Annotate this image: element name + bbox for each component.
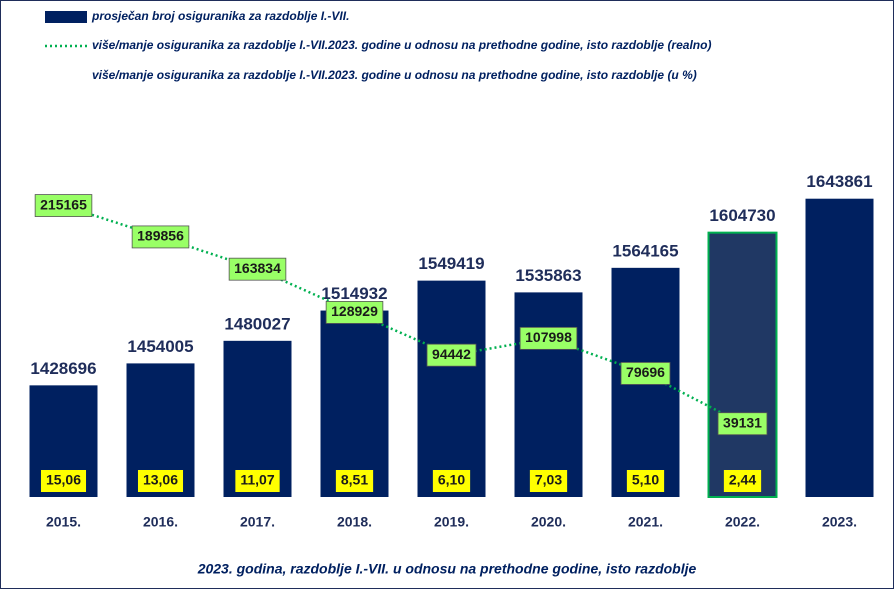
- line-value-label: 189856: [137, 228, 184, 244]
- chart-title: 2023. godina, razdoblje I.-VII. u odnosu…: [197, 561, 697, 577]
- legend-marker: [45, 11, 87, 23]
- x-tick-label: 2016.: [143, 514, 178, 530]
- percent-label-box: [137, 470, 184, 492]
- percent-label: 7,03: [535, 472, 562, 488]
- bar-value-label: 1428696: [30, 359, 96, 378]
- bar-value-label: 1454005: [127, 337, 193, 356]
- percent-label-box: [626, 470, 665, 492]
- x-tick-label: 2020.: [531, 514, 566, 530]
- line-value-label: 215165: [40, 196, 87, 212]
- bar-value-label: 1480027: [224, 314, 290, 333]
- line-value-label-box: [620, 362, 671, 385]
- percent-label: 8,51: [341, 472, 368, 488]
- bar-value-label: 1643861: [806, 172, 872, 191]
- x-tick-label: 2017.: [240, 514, 275, 530]
- line-value-label: 39131: [723, 414, 762, 430]
- x-tick-label: 2019.: [434, 514, 469, 530]
- bar-value-label: 1564165: [612, 241, 678, 260]
- x-tick-label: 2018.: [337, 514, 372, 530]
- line-value-label: 163834: [234, 260, 281, 276]
- percent-label: 5,10: [632, 472, 659, 488]
- percent-label: 6,10: [438, 472, 465, 488]
- percent-label-box: [432, 470, 471, 492]
- line-value-label: 128929: [331, 303, 378, 319]
- percent-label-box: [235, 470, 280, 492]
- x-tick-label: 2023.: [822, 514, 857, 530]
- line-value-label-box: [34, 194, 93, 217]
- bar: [417, 280, 486, 497]
- line-value-label: 107998: [525, 329, 572, 345]
- bar-value-label: 1514932: [321, 284, 387, 303]
- line-value-label-box: [717, 412, 768, 436]
- percent-label: 11,07: [240, 472, 274, 488]
- line-value-label: 94442: [432, 346, 471, 362]
- line-value-label: 79696: [626, 364, 665, 380]
- legend-label: prosječan broj osiguranika za razdoblje …: [91, 9, 349, 23]
- bar: [514, 292, 583, 497]
- legend-label: više/manje osiguranika za razdoblje I.-V…: [92, 38, 711, 52]
- percent-label-box: [723, 470, 762, 492]
- x-tick-label: 2015.: [46, 514, 81, 530]
- x-tick-label: 2022.: [725, 514, 760, 530]
- bar-value-label: 1549419: [418, 254, 484, 273]
- percent-label: 15,06: [46, 472, 81, 488]
- bar-value-label: 1604730: [709, 206, 775, 225]
- line-value-label-box: [325, 301, 384, 324]
- percent-label-box: [335, 470, 374, 492]
- bar: [805, 198, 874, 498]
- percent-label: 2,44: [729, 472, 756, 488]
- line-value-label-box: [426, 343, 477, 367]
- bar-value-label: 1535863: [515, 266, 581, 285]
- bar: [707, 231, 778, 498]
- x-tick-label: 2021.: [628, 514, 663, 530]
- percent-label: 13,06: [143, 472, 178, 488]
- percent-label-box: [40, 470, 87, 492]
- percent-label-box: [529, 470, 568, 492]
- line-value-label-box: [228, 257, 287, 281]
- legend-label: više/manje osiguranika za razdoblje I.-V…: [92, 68, 697, 82]
- line-value-label-box: [131, 225, 190, 249]
- line-value-label-box: [519, 326, 578, 350]
- bar: [320, 310, 389, 497]
